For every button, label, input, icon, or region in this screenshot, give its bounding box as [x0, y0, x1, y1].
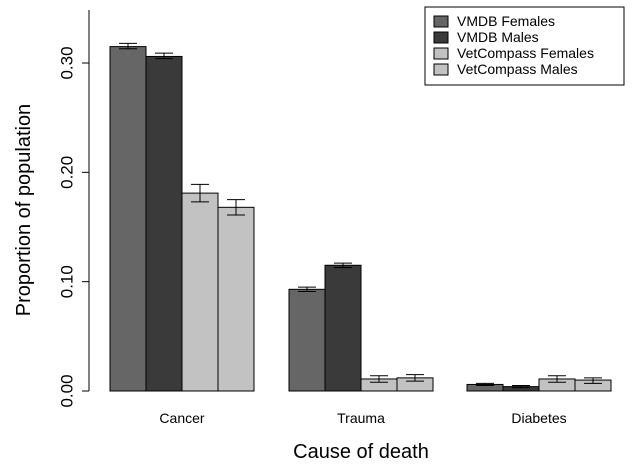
legend-swatch [433, 47, 449, 60]
legend-swatch [433, 15, 449, 28]
error-bar [119, 42, 137, 50]
error-bar [155, 52, 173, 60]
error-bar [548, 375, 566, 383]
y-axis-title: Proportion of population [13, 104, 35, 316]
bar [181, 192, 219, 392]
error-bar [476, 382, 494, 387]
y-tick-label: 0.10 [57, 265, 76, 298]
error-bar [584, 377, 602, 384]
error-bar [406, 374, 424, 382]
legend-swatch [433, 31, 449, 44]
legend-swatch [433, 63, 449, 76]
y-tick-label: 0.20 [57, 156, 76, 189]
error-bar [227, 199, 245, 216]
x-category-label: Trauma [337, 410, 385, 426]
x-category-labels: Cancer Trauma Diabetes [159, 410, 566, 426]
x-category-label: Diabetes [511, 410, 566, 426]
error-bar [370, 375, 388, 383]
bar [217, 206, 255, 392]
bars-layer [109, 46, 612, 392]
bar [324, 264, 362, 392]
y-tick-label: 0.30 [57, 46, 76, 79]
legend-item: VMDB Females [433, 13, 555, 29]
x-category-label: Cancer [159, 410, 204, 426]
legend-label: VetCompass Females [457, 45, 594, 61]
legend-label: VMDB Males [457, 29, 539, 45]
legend-item: VetCompass Females [433, 45, 594, 61]
legend-box [424, 6, 625, 86]
x-axis-title: Cause of death [293, 441, 429, 463]
error-bar [191, 183, 209, 203]
legend-item: VetCompass Males [433, 61, 578, 77]
legend-label: VMDB Females [457, 13, 555, 29]
y-tick-label: 0.00 [57, 374, 76, 407]
legend-label: VetCompass Males [457, 61, 578, 77]
error-bar [298, 286, 316, 293]
error-bar [334, 262, 352, 268]
bar [288, 288, 326, 392]
error-bar [512, 385, 530, 389]
errorbars-layer [119, 42, 602, 389]
y-axis: 0.00 0.10 0.20 0.30 [57, 10, 90, 408]
bar [109, 46, 147, 392]
bar [145, 55, 183, 392]
legend-item: VMDB Males [433, 29, 539, 45]
